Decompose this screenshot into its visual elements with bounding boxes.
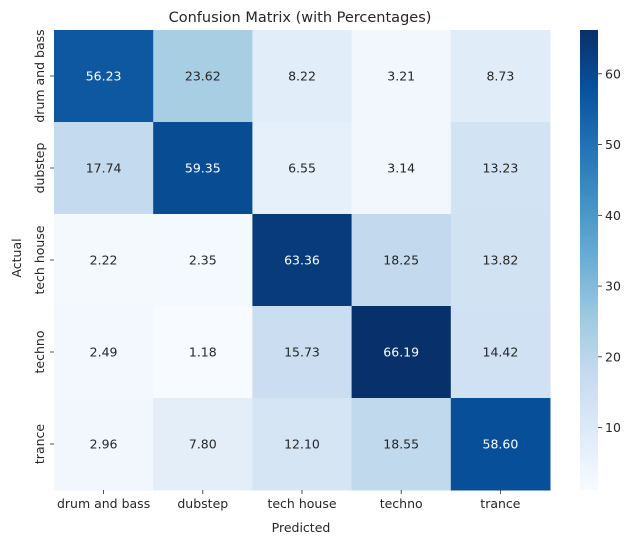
heatmap-cell bbox=[450, 306, 551, 399]
cell-value-label: 13.23 bbox=[483, 161, 519, 176]
cell-value-label: 6.55 bbox=[288, 161, 316, 176]
cell-value-label: 2.49 bbox=[90, 345, 118, 360]
x-tick-label: trance bbox=[480, 496, 520, 511]
cell-value-label: 8.73 bbox=[486, 69, 514, 84]
heatmap-cell bbox=[54, 398, 154, 491]
cell-value-label: 1.18 bbox=[189, 345, 217, 360]
heatmap-cell bbox=[351, 122, 452, 215]
heatmap-cell bbox=[351, 214, 452, 307]
x-tick-label: dubstep bbox=[177, 496, 228, 511]
x-axis-ticks: drum and bass dubstep tech house techno tran… bbox=[57, 490, 521, 511]
colorbar-tick-label: 30 bbox=[605, 279, 621, 294]
y-tick-label: drum and bass bbox=[32, 29, 47, 122]
heatmap-cell bbox=[450, 398, 551, 491]
heatmap-cell bbox=[153, 306, 253, 399]
cell-value-label: 3.21 bbox=[387, 69, 415, 84]
x-tick-label: drum and bass bbox=[57, 496, 150, 511]
heatmap-cells bbox=[54, 30, 551, 491]
heatmap-cell bbox=[54, 30, 154, 123]
heatmap-cell-labels: 56.23 23.62 8.22 3.21 8.73 17.74 59.35 6.55 3.14… bbox=[86, 69, 519, 452]
colorbar-tick-label: 10 bbox=[605, 420, 621, 435]
colorbar-tick-label: 40 bbox=[605, 208, 621, 223]
cell-value-label: 14.42 bbox=[483, 345, 519, 360]
heatmap-cell bbox=[153, 30, 253, 123]
colorbar-tick-label: 60 bbox=[605, 66, 621, 81]
heatmap-cell bbox=[351, 398, 452, 491]
x-tick-label: techno bbox=[380, 496, 423, 511]
cell-value-label: 2.35 bbox=[189, 253, 217, 268]
cell-value-label: 58.60 bbox=[483, 437, 519, 452]
cell-value-label: 13.82 bbox=[483, 253, 519, 268]
x-tick-label: tech house bbox=[267, 496, 336, 511]
heatmap-cell bbox=[54, 122, 154, 215]
y-axis-label: Actual bbox=[9, 238, 24, 277]
y-tick-label: trance bbox=[32, 424, 47, 464]
heatmap-cell bbox=[252, 122, 353, 215]
y-tick-label: techno bbox=[32, 331, 47, 374]
cell-value-label: 66.19 bbox=[383, 345, 419, 360]
cell-value-label: 3.14 bbox=[387, 161, 415, 176]
cell-value-label: 56.23 bbox=[86, 69, 122, 84]
cell-value-label: 17.74 bbox=[86, 161, 122, 176]
cell-value-label: 18.55 bbox=[383, 437, 419, 452]
heatmap-cell bbox=[54, 214, 154, 307]
y-axis-ticks: drum and bass dubstep tech house techno tran… bbox=[32, 29, 54, 464]
heatmap-cell bbox=[153, 214, 253, 307]
heatmap-cell bbox=[351, 30, 452, 123]
heatmap-cell bbox=[450, 30, 551, 123]
heatmap-cell bbox=[252, 398, 353, 491]
y-tick-label: dubstep bbox=[32, 143, 47, 194]
cell-value-label: 15.73 bbox=[284, 345, 320, 360]
heatmap-cell bbox=[252, 214, 353, 307]
cell-value-label: 2.96 bbox=[90, 437, 118, 452]
cell-value-label: 8.22 bbox=[288, 69, 316, 84]
y-tick-label: tech house bbox=[32, 225, 47, 294]
heatmap-cell bbox=[252, 30, 353, 123]
cell-value-label: 59.35 bbox=[185, 161, 221, 176]
heatmap-cell bbox=[450, 214, 551, 307]
cell-value-label: 23.62 bbox=[185, 69, 221, 84]
colorbar-ticks: 10 20 30 40 50 60 bbox=[598, 66, 621, 435]
cell-value-label: 7.80 bbox=[189, 437, 217, 452]
colorbar bbox=[580, 30, 598, 490]
cell-value-label: 63.36 bbox=[284, 253, 320, 268]
heatmap-cell bbox=[450, 122, 551, 215]
heatmap-cell bbox=[54, 306, 154, 399]
heatmap-cell bbox=[351, 306, 452, 399]
heatmap-cell bbox=[153, 122, 253, 215]
x-axis-label: Predicted bbox=[272, 520, 331, 535]
cell-value-label: 2.22 bbox=[90, 253, 118, 268]
cell-value-label: 12.10 bbox=[284, 437, 320, 452]
chart-title: Confusion Matrix (with Percentages) bbox=[169, 10, 432, 26]
heatmap-cell bbox=[153, 398, 253, 491]
colorbar-tick-label: 20 bbox=[605, 349, 621, 364]
colorbar-tick-label: 50 bbox=[605, 137, 621, 152]
heatmap-cell bbox=[252, 306, 353, 399]
cell-value-label: 18.25 bbox=[383, 253, 419, 268]
